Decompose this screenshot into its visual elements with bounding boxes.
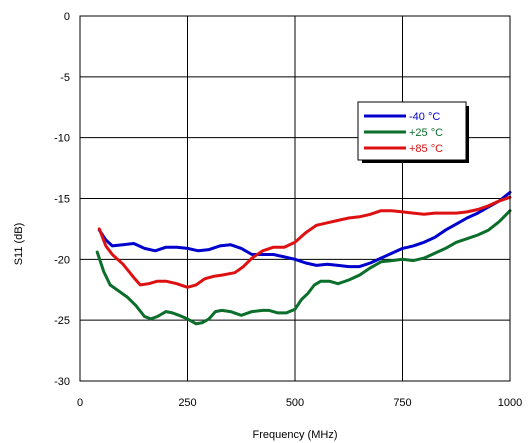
- x-tick-label: 750: [393, 397, 411, 409]
- x-axis-label: Frequency (MHz): [253, 429, 338, 441]
- x-tick-labels: 0 250 500 750 1000: [77, 397, 522, 409]
- y-tick-labels: 0 -5 -10 -15 -20 -25 -30: [54, 11, 70, 388]
- series-lines: [95, 190, 512, 326]
- legend-items: -40 °C +25 °C +85 °C: [364, 111, 443, 155]
- y-tick-label: -20: [54, 254, 70, 266]
- legend-label-0: -40 °C: [409, 111, 440, 123]
- series-line-0: [97, 190, 512, 269]
- y-tick-label: 0: [64, 11, 70, 23]
- plot-frame: [79, 15, 511, 382]
- x-tick-label: 1000: [498, 397, 522, 409]
- series-line-1: [95, 209, 512, 326]
- x-tick-label: 500: [286, 397, 304, 409]
- y-axis-label: S11 (dB): [13, 223, 25, 266]
- x-tick-label: 0: [77, 397, 83, 409]
- y-tick-label: -25: [54, 315, 70, 327]
- y-tick-label: -30: [54, 376, 70, 388]
- legend-label-2: +85 °C: [409, 143, 443, 155]
- legend: -40 °C +25 °C +85 °C: [357, 101, 469, 163]
- y-tick-label: -10: [54, 133, 70, 145]
- y-tick-label: -5: [60, 72, 70, 84]
- series-line-2: [97, 195, 512, 289]
- legend-shadow: [466, 106, 469, 163]
- legend-shadow-bottom: [362, 160, 469, 163]
- legend-label-1: +25 °C: [409, 127, 443, 139]
- x-tick-label: 250: [178, 397, 196, 409]
- y-tick-label: -15: [54, 194, 70, 206]
